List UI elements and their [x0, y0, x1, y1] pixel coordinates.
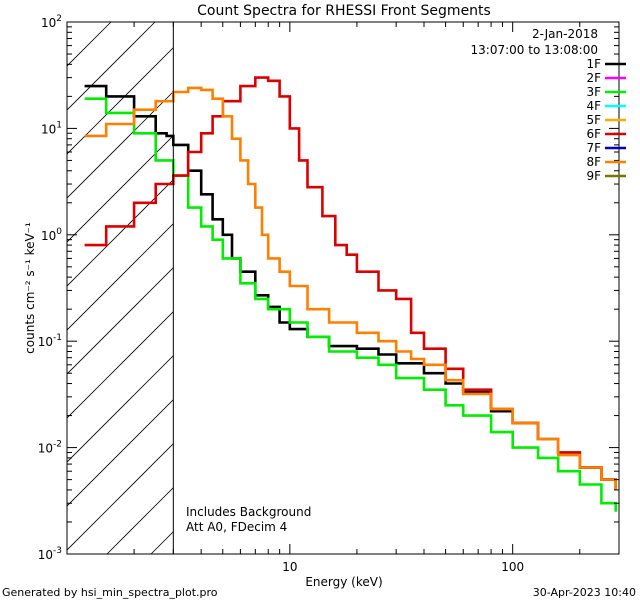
chart-title: Count Spectra for RHESSI Front Segments	[197, 3, 491, 19]
legend-label: 7F	[586, 141, 601, 155]
x-tick-label: 10	[282, 560, 297, 574]
hatch-line	[67, 22, 112, 67]
legend-label: 3F	[586, 85, 601, 99]
legend-label: 5F	[586, 113, 601, 127]
y-axis-label: counts cm⁻² s⁻¹ keV⁻¹	[23, 222, 37, 354]
y-tick-label: 10-2	[38, 440, 62, 456]
legend-label: 6F	[586, 127, 601, 141]
legend-label: 8F	[586, 155, 601, 169]
plot-frame	[66, 21, 620, 555]
y-tick-label: 101	[41, 120, 62, 136]
legend-label: 2F	[586, 71, 601, 85]
legend-label: 1F	[586, 57, 601, 71]
legend-label: 4F	[586, 99, 601, 113]
y-tick-label: 10-3	[38, 546, 62, 562]
date-label: 2-Jan-2018	[532, 27, 598, 41]
x-tick-label: 100	[501, 560, 524, 574]
footer-generated-by: Generated by hsi_min_spectra_plot.pro	[2, 586, 218, 599]
annotation-background: Includes Background	[186, 505, 311, 519]
y-tick-label: 102	[41, 14, 62, 30]
annotation-attenuator: Att A0, FDecim 4	[186, 520, 287, 534]
y-tick-label: 10-1	[38, 333, 62, 349]
hatched-region	[67, 22, 619, 554]
time-range-label: 13:07:00 to 13:08:00	[471, 43, 598, 57]
y-tick-label: 100	[41, 227, 62, 243]
legend-label: 9F	[586, 169, 601, 183]
x-axis-label: Energy (keV)	[305, 575, 382, 589]
series-8F	[84, 86, 617, 490]
footer-timestamp: 30-Apr-2023 10:40	[533, 586, 636, 599]
hatch-line	[67, 22, 200, 155]
